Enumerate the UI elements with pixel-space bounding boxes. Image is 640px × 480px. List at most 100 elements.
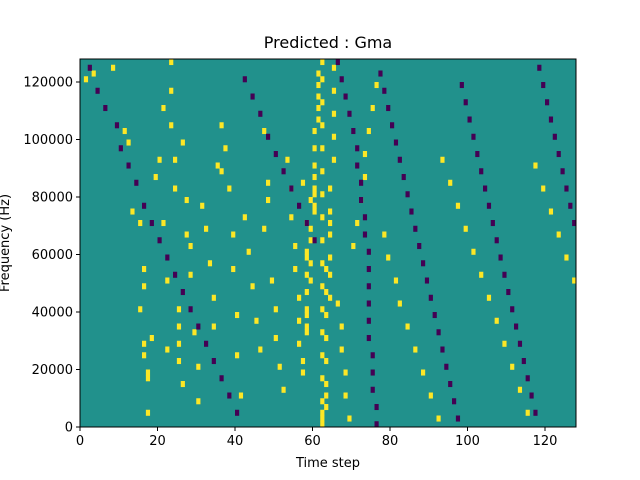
heatmap-cell-high bbox=[300, 179, 306, 186]
heatmap-cell-high bbox=[328, 294, 333, 301]
heatmap-cell-high bbox=[533, 162, 538, 169]
heatmap-cell-low bbox=[335, 59, 340, 66]
heatmap-cell-low bbox=[219, 375, 224, 382]
heatmap-cell-low bbox=[537, 64, 542, 71]
heatmap-cell-low bbox=[370, 352, 375, 359]
heatmap-cell-high bbox=[541, 185, 546, 192]
heatmap-cell-high bbox=[312, 145, 317, 152]
heatmap-cell-high bbox=[316, 93, 321, 100]
heatmap-cell-high bbox=[328, 185, 333, 192]
heatmap-cell-high bbox=[142, 340, 147, 347]
heatmap-cell-high bbox=[180, 139, 185, 146]
heatmap-cell-low bbox=[490, 220, 495, 227]
heatmap-cell-high bbox=[231, 231, 236, 238]
heatmap-cell-low bbox=[568, 202, 573, 209]
heatmap-cell-low bbox=[533, 409, 538, 416]
heatmap-cell-high bbox=[320, 145, 325, 152]
y-axis: 0 20000 40000 60000 80000 100000 120000 bbox=[23, 76, 80, 436]
heatmap-cell-low bbox=[312, 237, 317, 244]
heatmap-cell-high bbox=[308, 225, 313, 232]
heatmap-cell-high bbox=[308, 260, 313, 267]
heatmap-cell-low bbox=[548, 116, 554, 123]
heatmap-cell-low bbox=[510, 306, 515, 313]
heatmap-cell-high bbox=[145, 409, 151, 416]
heatmap-cell-high bbox=[324, 381, 329, 388]
heatmap-cell-high bbox=[320, 260, 325, 267]
heatmap-cell-high bbox=[397, 300, 402, 307]
heatmap-cell-low bbox=[428, 294, 433, 301]
heatmap-cell-high bbox=[219, 122, 224, 129]
heatmap-cell-high bbox=[343, 369, 348, 376]
y-axis-label: Frequency (Hz) bbox=[0, 194, 13, 292]
y-tick-label: 80000 bbox=[32, 191, 73, 206]
heatmap-cell-high bbox=[328, 220, 333, 227]
heatmap-cell-low bbox=[351, 128, 356, 135]
heatmap-cell-low bbox=[552, 133, 557, 140]
heatmap-cell-high bbox=[479, 271, 484, 278]
heatmap-cell-high bbox=[308, 197, 313, 204]
heatmap-cell-high bbox=[421, 369, 426, 376]
heatmap-cell-low bbox=[486, 202, 492, 209]
heatmap-cell-low bbox=[258, 110, 263, 117]
heatmap-cell-high bbox=[142, 283, 147, 290]
heatmap-cell-low bbox=[405, 191, 410, 198]
heatmap-cell-low bbox=[397, 156, 402, 163]
heatmap-cell-high bbox=[502, 340, 507, 347]
heatmap-cell-high bbox=[405, 323, 410, 330]
heatmap-cell-high bbox=[324, 392, 329, 399]
heatmap-cell-high bbox=[173, 156, 178, 163]
heatmap-cell-low bbox=[157, 237, 162, 244]
plot-area bbox=[80, 59, 577, 428]
heatmap-cell-high bbox=[130, 208, 135, 215]
heatmap-cell-low bbox=[436, 329, 441, 336]
heatmap-cell-high bbox=[328, 254, 333, 261]
heatmap-cell-high bbox=[328, 271, 333, 278]
heatmap-cell-high bbox=[320, 409, 325, 416]
heatmap-cell-high bbox=[176, 340, 182, 347]
heatmap-background bbox=[80, 59, 576, 427]
heatmap-cell-low bbox=[374, 404, 379, 411]
heatmap-cell-high bbox=[289, 214, 294, 221]
heatmap-cell-high bbox=[142, 352, 147, 359]
heatmap-cell-low bbox=[440, 346, 445, 353]
heatmap-cell-low bbox=[266, 133, 271, 140]
heatmap-cell-high bbox=[176, 358, 182, 365]
heatmap-cell-high bbox=[564, 254, 569, 261]
heatmap-cell-high bbox=[122, 128, 127, 135]
heatmap-cell-high bbox=[196, 363, 201, 370]
heatmap-cell-low bbox=[393, 139, 399, 146]
heatmap-cell-low bbox=[401, 174, 406, 181]
heatmap-cell-low bbox=[483, 185, 488, 192]
heatmap-cell-low bbox=[366, 300, 371, 307]
x-tick-label: 0 bbox=[76, 434, 84, 449]
heatmap-cell-high bbox=[316, 70, 321, 77]
heatmap-cell-low bbox=[459, 82, 464, 89]
heatmap-cell-high bbox=[200, 202, 205, 209]
heatmap-cell-high bbox=[184, 231, 189, 238]
heatmap-cell-low bbox=[467, 116, 472, 123]
heatmap-cell-high bbox=[355, 220, 360, 227]
heatmap-cell-high bbox=[176, 306, 182, 313]
heatmap-cell-high bbox=[331, 64, 337, 71]
heatmap-cell-high bbox=[254, 317, 259, 324]
chart-title: Predicted : Gma bbox=[264, 33, 392, 52]
heatmap-cell-low bbox=[564, 185, 569, 192]
heatmap-cell-low bbox=[514, 323, 519, 330]
heatmap-cell-low bbox=[374, 421, 379, 428]
heatmap-cell-low bbox=[413, 225, 418, 232]
heatmap-cell-high bbox=[331, 133, 337, 140]
x-tick-label: 80 bbox=[382, 434, 399, 449]
heatmap-cell-low bbox=[506, 289, 511, 296]
heatmap-cell-high bbox=[320, 352, 325, 359]
heatmap-cell-low bbox=[343, 93, 348, 100]
heatmap-cell-high bbox=[343, 392, 348, 399]
heatmap-cell-low bbox=[355, 145, 360, 152]
heatmap-cell-high bbox=[320, 168, 325, 175]
y-tick-label: 100000 bbox=[23, 133, 73, 148]
heatmap-cell-low bbox=[366, 283, 371, 290]
heatmap-cell-low bbox=[281, 168, 286, 175]
heatmap-cell-high bbox=[258, 346, 263, 353]
heatmap-cell-low bbox=[149, 220, 154, 227]
heatmap-cell-high bbox=[320, 59, 325, 66]
heatmap-cell-low bbox=[118, 145, 123, 152]
